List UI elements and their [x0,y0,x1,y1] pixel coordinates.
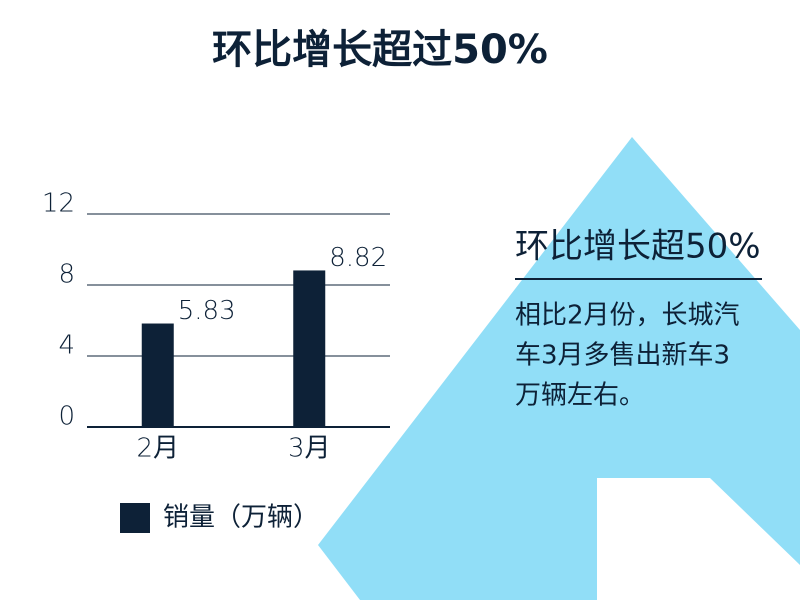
arrow-notch [597,478,800,600]
legend-label: 销量（万辆） [163,503,319,533]
callout-heading: 环比增长超50% [515,227,761,267]
legend-swatch [120,503,150,533]
chart-title: 环比增长超过50% [212,27,548,73]
bar [293,270,326,427]
callout-line: 相比2月份，长城汽 [515,301,740,331]
callout-line: 万辆左右。 [515,381,645,411]
y-tick-label: 12 [42,189,75,219]
callout-line: 车3月多售出新车3 [515,341,730,371]
y-tick-label: 4 [58,331,75,361]
value-label: 5.83 [178,296,236,326]
x-tick-label: 3月 [288,434,331,464]
y-tick-label: 0 [58,402,75,432]
bar [141,323,174,427]
y-tick-label: 8 [58,260,75,290]
value-label: 8.82 [329,243,387,273]
x-tick-label: 2月 [136,434,179,464]
